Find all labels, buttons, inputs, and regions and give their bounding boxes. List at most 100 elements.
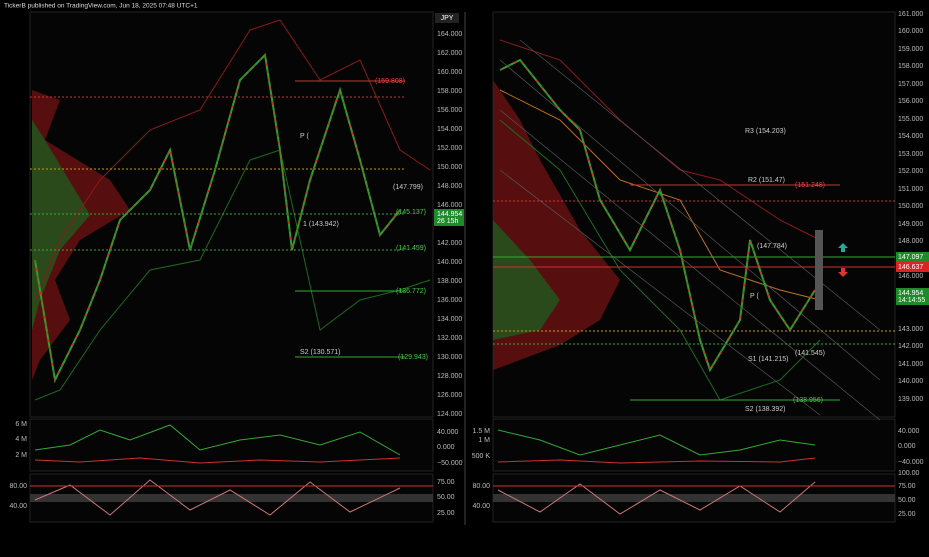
level-label: (141.545)	[795, 350, 825, 357]
arrow-up	[838, 243, 848, 252]
volume-axis-label: 4 M	[15, 436, 27, 443]
price-axis-label: 162.000	[437, 50, 462, 57]
level-label: (141.459)	[396, 245, 426, 252]
price-axis-label: 155.000	[898, 116, 923, 123]
osc-axis-label: 40.00	[9, 503, 27, 510]
level-label: (151.248)	[795, 182, 825, 189]
level-label: (145.137)	[396, 209, 426, 216]
right-volume-pane	[492, 418, 896, 472]
volume-axis-label: 40.000	[898, 428, 920, 435]
price-axis-label: 148.000	[437, 183, 462, 190]
price-badge-text: 14:14:55	[898, 297, 925, 304]
osc-axis-label: 25.00	[898, 511, 916, 518]
countdown: 26 15h	[437, 218, 459, 225]
left-volume-pane	[29, 418, 434, 472]
osc-line	[34, 479, 401, 516]
price-axis-label: 158.000	[898, 63, 923, 70]
price-axis-label: 156.000	[898, 98, 923, 105]
band-line	[499, 119, 821, 401]
band-line	[34, 149, 431, 401]
volume-axis-label: −40.000	[898, 459, 924, 466]
level-label: (159.808)	[375, 78, 405, 85]
volume-axis-label: −50.000	[437, 460, 463, 467]
level-label: S1 (141.215)	[748, 356, 788, 363]
volume-axis-label: 0.000	[437, 444, 455, 451]
price-badge	[434, 209, 464, 226]
volume-axis-label: 0.000	[898, 443, 916, 450]
volume-axis-label: 40.000	[437, 429, 459, 436]
level-label: S2 (130.571)	[300, 349, 340, 356]
osc-axis-label: 25.00	[437, 510, 455, 517]
price-axis-label: 160.000	[437, 69, 462, 76]
price-axis-label: 151.000	[898, 186, 923, 193]
price-axis-label: 134.000	[437, 316, 462, 323]
osc-axis-label: 80.00	[9, 483, 27, 490]
osc-axis-label: 75.00	[437, 479, 455, 486]
price-axis-label: 139.000	[898, 396, 923, 403]
level-label: P (	[750, 293, 759, 300]
price-axis-label: 136.000	[437, 297, 462, 304]
volume-profile	[32, 120, 90, 330]
level-lines	[30, 80, 895, 401]
price-axis-label: 152.000	[898, 168, 923, 175]
price-axis-label: 157.000	[898, 81, 923, 88]
price-axis-label: 138.000	[437, 278, 462, 285]
price-axis-label: 148.000	[898, 238, 923, 245]
band-line	[34, 19, 431, 301]
volume-line	[497, 429, 816, 456]
price-axis-label: 160.000	[898, 28, 923, 35]
level-label: 1 (143.942)	[303, 221, 339, 228]
level-label: (138.956)	[793, 397, 823, 404]
price-axis-label: 152.000	[437, 145, 462, 152]
price-axis-label: 132.000	[437, 335, 462, 342]
moving-average	[499, 89, 821, 301]
band-line	[499, 39, 821, 241]
osc-line	[497, 481, 816, 515]
price-axis-label: 149.000	[898, 221, 923, 228]
price-axis-label: 126.000	[437, 392, 462, 399]
price-axis-label: 124.000	[437, 411, 462, 418]
price-axis-label: 140.000	[898, 378, 923, 385]
osc-axis-label: 50.00	[898, 497, 916, 504]
price-path	[34, 53, 401, 382]
volume-axis-label: 500 K	[472, 453, 491, 460]
level-label: R2 (151.47)	[748, 177, 785, 184]
volume-axis-label: 6 M	[15, 421, 27, 428]
volume-axis-label: 1.5 M	[472, 428, 490, 435]
volume-line	[497, 457, 816, 464]
price-axis-label: 128.000	[437, 373, 462, 380]
osc-axis-label: 100.00	[898, 470, 920, 477]
osc-axis-label: 80.00	[472, 483, 490, 490]
price-badge	[896, 252, 929, 262]
level-label: (147.784)	[757, 243, 787, 250]
price-axis-label: 150.000	[898, 203, 923, 210]
price-axis-label: 154.000	[898, 133, 923, 140]
price-axis-label: 164.000	[437, 31, 462, 38]
osc-band	[30, 494, 433, 502]
price-axis-label: 146.000	[898, 273, 923, 280]
price-badge-text: 144.954	[898, 290, 923, 297]
volume-line	[34, 457, 401, 464]
currency-badge	[435, 13, 459, 23]
osc-axis-label: 40.00	[472, 503, 490, 510]
currency: JPY	[441, 15, 454, 22]
volume-axis-label: 2 M	[15, 452, 27, 459]
level-label: (129.943)	[398, 354, 428, 361]
volume-axis-label: 1 M	[478, 437, 490, 444]
price-axis-label: 141.000	[898, 361, 923, 368]
price-badge-text: 144.954	[437, 211, 462, 218]
price-axis-label: 153.000	[898, 151, 923, 158]
osc-axis-label: 50.00	[437, 494, 455, 501]
price-axis-label: 158.000	[437, 88, 462, 95]
highlight-bar	[815, 230, 823, 310]
price-axis-label: 154.000	[437, 126, 462, 133]
price-axis-label: 150.000	[437, 164, 462, 171]
level-label: R3 (154.203)	[745, 128, 786, 135]
level-label: P (	[300, 133, 309, 140]
price-axis-label: 146.000	[437, 202, 462, 209]
price-badge	[896, 288, 929, 305]
price-axis-label: 159.000	[898, 46, 923, 53]
price-axis-label: 130.000	[437, 354, 462, 361]
level-label: S2 (138.392)	[745, 406, 785, 413]
osc-axis-label: 75.00	[898, 483, 916, 490]
